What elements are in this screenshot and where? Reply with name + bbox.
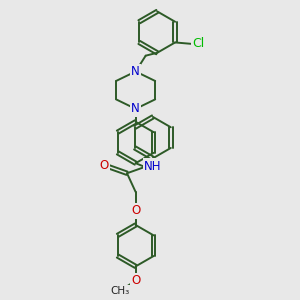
Text: O: O: [99, 159, 109, 172]
Text: O: O: [131, 204, 140, 217]
Text: NH: NH: [144, 160, 162, 173]
Text: N: N: [131, 102, 140, 116]
Text: Cl: Cl: [192, 38, 204, 50]
Text: O: O: [114, 284, 123, 297]
Text: N: N: [131, 65, 140, 78]
Text: CH₃: CH₃: [110, 286, 129, 296]
Text: O: O: [131, 274, 140, 287]
